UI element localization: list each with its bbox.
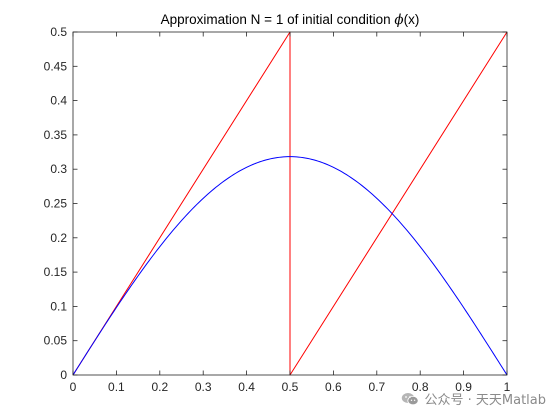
watermark-text: 公众号 · 天天Matlab (424, 393, 546, 408)
wechat-icon (402, 392, 420, 405)
y-tick-label: 0.05 (44, 334, 68, 348)
chart-title-prefix: Approximation N = 1 of initial condition (161, 12, 395, 27)
red-sawtooth-line (72, 31, 508, 376)
y-tick-label: 0 (60, 368, 67, 382)
watermark: 公众号 · 天天Matlab (401, 389, 546, 408)
x-tick-label: 0.9 (455, 380, 472, 394)
blue-approximation-curve (72, 156, 508, 376)
series-layer (72, 31, 508, 376)
chart-title-suffix: (x) (404, 12, 420, 27)
y-axis: 0 0.05 0.1 0.15 0.2 0.25 0.3 0.35 0.4 0.45 0.5 (44, 25, 507, 382)
y-tick-label: 0.3 (50, 162, 67, 176)
chart-title-symbol: ϕ (394, 12, 403, 28)
x-tick-label: 0.6 (325, 380, 342, 394)
x-tick-label: 0.3 (195, 380, 212, 394)
x-tick-label: 0.8 (412, 380, 429, 394)
x-axis: 0 0.1 0.2 0.3 0.4 0.5 0.6 0.7 0.8 0.9 1 (70, 32, 511, 394)
x-tick-label: 0 (70, 380, 77, 394)
y-tick-label: 0.2 (50, 231, 67, 245)
x-tick-label: 0.5 (282, 380, 299, 394)
y-tick-label: 0.25 (44, 197, 68, 211)
y-tick-label: 0.45 (44, 59, 68, 73)
chart-title: Approximation N = 1 of initial condition… (161, 12, 420, 28)
y-tick-label: 0.1 (50, 299, 67, 313)
x-tick-label: 1 (504, 380, 511, 394)
x-tick-label: 0.7 (368, 380, 385, 394)
y-tick-label: 0.4 (50, 94, 67, 108)
x-tick-label: 0.2 (151, 380, 168, 394)
y-tick-label: 0.15 (44, 265, 68, 279)
x-tick-label: 0.4 (238, 380, 255, 394)
y-tick-label: 0.35 (44, 128, 68, 142)
x-tick-label: 0.1 (108, 380, 125, 394)
y-tick-label: 0.5 (50, 25, 67, 39)
